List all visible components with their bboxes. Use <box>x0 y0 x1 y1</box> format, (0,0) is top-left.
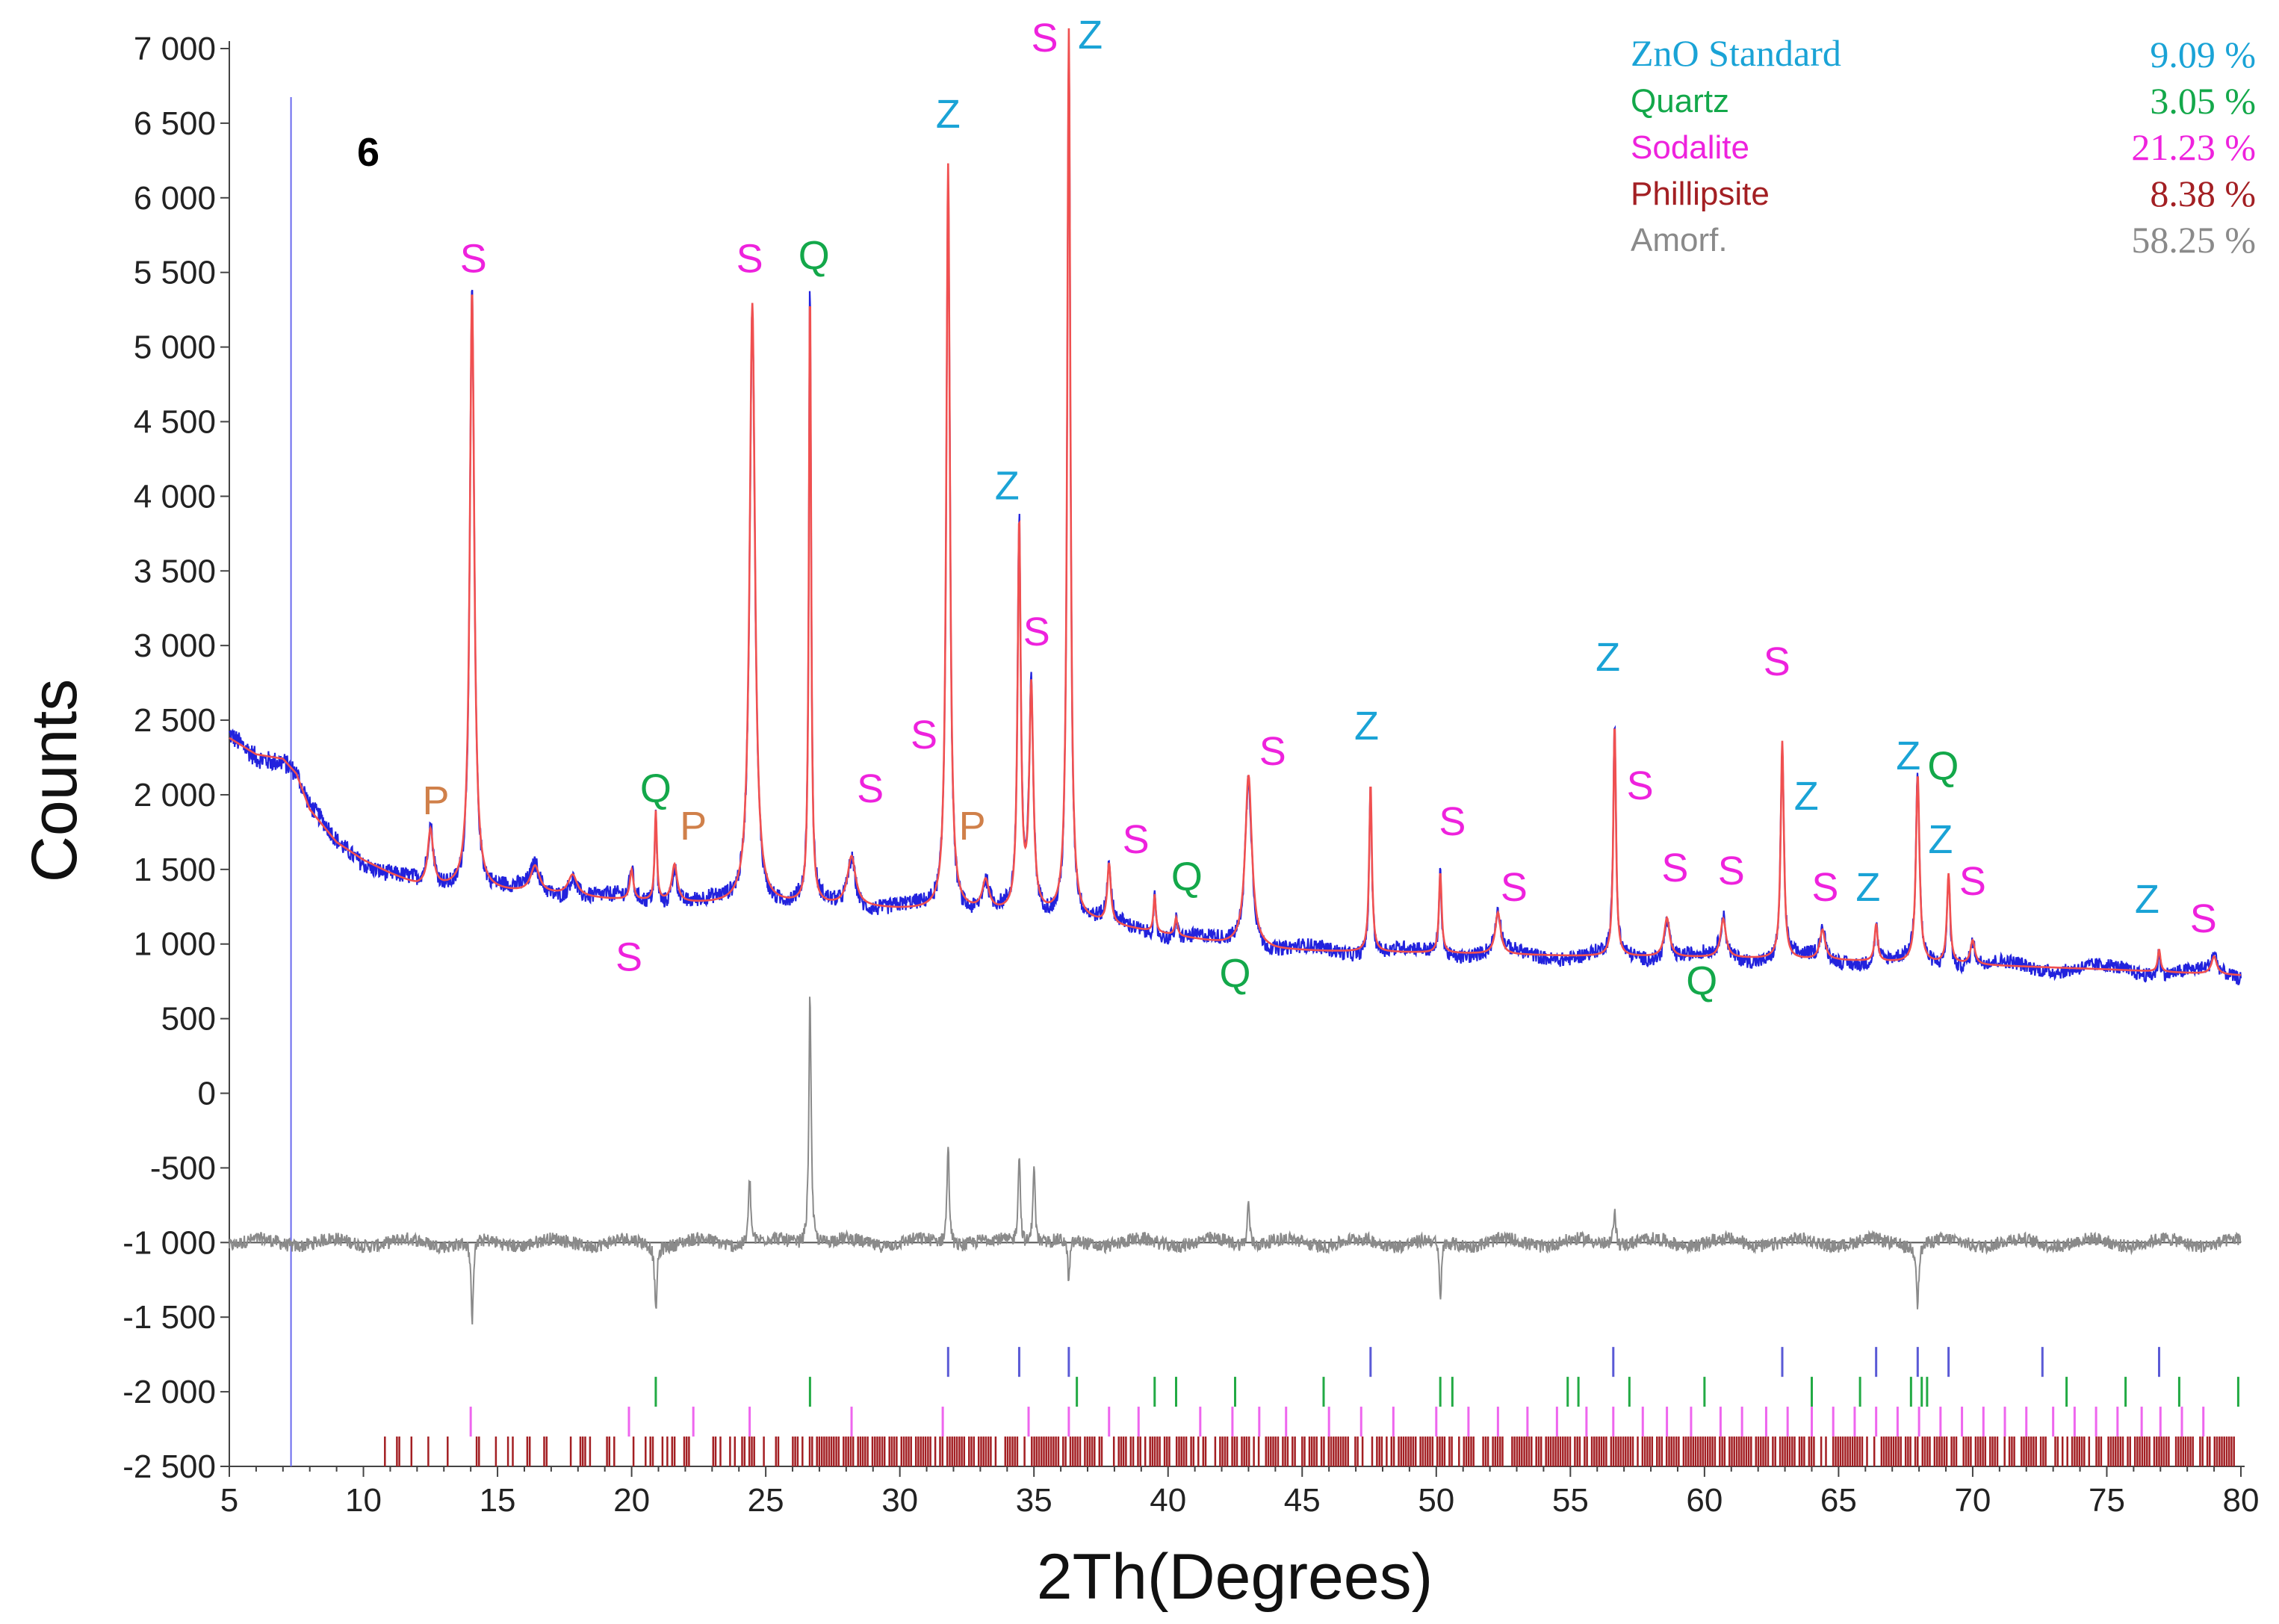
y-tick-label: 2 500 <box>134 702 216 739</box>
y-tick-label: 6 000 <box>134 180 216 217</box>
y-tick-label: 500 <box>161 1001 216 1038</box>
x-tick-label: 10 <box>345 1482 382 1519</box>
y-tick-label: -1 000 <box>123 1224 216 1261</box>
peak-label-p: P <box>959 804 986 849</box>
x-tick-label: 45 <box>1284 1482 1321 1519</box>
y-tick-label: 4 500 <box>134 403 216 440</box>
y-tick-label: 6 500 <box>134 105 216 142</box>
peak-label-z: Z <box>936 92 961 137</box>
y-tick-label: 1 500 <box>134 852 216 888</box>
legend-name: Quartz <box>1631 83 1729 120</box>
x-tick-label: 50 <box>1418 1482 1454 1519</box>
phase-reflection-ticks <box>384 1347 2239 1466</box>
y-tick-label: 0 <box>198 1076 216 1112</box>
x-tick-label: 5 <box>220 1482 238 1519</box>
y-tick-label: 7 000 <box>134 31 216 67</box>
peak-label-s: S <box>1259 729 1286 774</box>
observed-curve <box>229 46 2242 985</box>
peak-label-z: Z <box>1928 817 1953 862</box>
y-axis-title: Counts <box>19 679 90 883</box>
x-tick-label: 60 <box>1686 1482 1723 1519</box>
peak-label-q: Q <box>640 766 672 811</box>
legend-value: 8.38 % <box>2150 173 2256 214</box>
peak-label-z: Z <box>1596 635 1620 680</box>
peak-label-p: P <box>422 778 449 823</box>
legend-name: Phillipsite <box>1631 176 1770 212</box>
x-axis-title: 2Th(Degrees) <box>1037 1541 1433 1613</box>
peak-label-s: S <box>1661 846 1688 890</box>
peak-label-z: Z <box>2135 877 2159 922</box>
peak-label-s: S <box>1718 849 1745 893</box>
peak-label-q: Q <box>799 234 830 279</box>
peak-label-q: Q <box>1171 855 1203 899</box>
y-tick-label: 3 000 <box>134 627 216 664</box>
peak-label-z: Z <box>995 463 1020 508</box>
x-tick-label: 80 <box>2223 1482 2260 1519</box>
x-tick-label: 75 <box>2089 1482 2125 1519</box>
peak-label-q: Q <box>1219 952 1250 997</box>
legend-value: 58.25 % <box>2131 219 2256 261</box>
y-tick-label: 5 000 <box>134 329 216 366</box>
y-tick-label: -2 500 <box>123 1448 216 1485</box>
peak-label-z: Z <box>1354 704 1379 749</box>
peak-label-z: Z <box>1855 865 1880 910</box>
panel-label: 6 <box>357 130 379 175</box>
peak-label-s: S <box>2190 896 2217 941</box>
peak-label-q: Q <box>1927 744 1959 789</box>
x-axis: 5 10 15 20 25 30 35 40 45 50 55 60 65 70 75 80 <box>220 1466 2260 1519</box>
peak-label-p: P <box>680 804 707 849</box>
peak-label-z: Z <box>1896 734 1920 778</box>
peak-label-s: S <box>1959 859 1986 904</box>
peak-label-s: S <box>1501 865 1528 910</box>
y-axis: 7 000 6 500 6 000 5 500 5 000 4 500 4 000 3 500… <box>123 31 230 1485</box>
x-tick-label: 25 <box>748 1482 784 1519</box>
peak-label-s: S <box>1023 610 1050 654</box>
legend-name: Sodalite <box>1631 129 1749 166</box>
y-tick-label: 2 000 <box>134 777 216 813</box>
legend-value: 3.05 % <box>2150 80 2256 122</box>
peak-label-s: S <box>1032 16 1058 61</box>
peak-label-s: S <box>1439 799 1466 844</box>
x-tick-label: 70 <box>1954 1482 1991 1519</box>
y-tick-label: 4 000 <box>134 478 216 515</box>
x-tick-label: 15 <box>480 1482 516 1519</box>
peak-label-q: Q <box>1686 959 1717 1004</box>
legend: ZnO Standard 9.09 % Quartz 3.05 % Sodalite 21… <box>1631 32 2256 261</box>
peak-label-s: S <box>857 766 884 811</box>
peak-label-s: S <box>1627 763 1654 808</box>
legend-value: 9.09 % <box>2150 34 2256 75</box>
peak-label-s: S <box>616 935 642 980</box>
x-tick-label: 65 <box>1820 1482 1857 1519</box>
legend-name: Amorf. <box>1631 222 1728 258</box>
y-tick-label: -1 500 <box>123 1299 216 1336</box>
x-tick-label: 40 <box>1150 1482 1186 1519</box>
calculated-curve <box>229 28 2242 976</box>
y-tick-label: 3 500 <box>134 553 216 589</box>
legend-value: 21.23 % <box>2131 126 2256 168</box>
peak-label-s: S <box>1123 817 1150 862</box>
peak-label-s: S <box>911 713 937 757</box>
difference-curve <box>229 997 2242 1325</box>
x-tick-label: 35 <box>1016 1482 1052 1519</box>
y-tick-label: -2 000 <box>123 1374 216 1410</box>
peak-label-s: S <box>460 237 487 282</box>
peak-label-s: S <box>1764 639 1790 684</box>
peak-label-s: S <box>1811 865 1838 910</box>
peak-label-s: S <box>737 237 763 282</box>
peak-label-z: Z <box>1078 13 1103 58</box>
x-tick-label: 20 <box>613 1482 650 1519</box>
y-tick-label: 1 000 <box>134 926 216 963</box>
plot-area <box>229 28 2242 1466</box>
y-tick-label: 5 500 <box>134 255 216 291</box>
x-tick-label: 55 <box>1552 1482 1589 1519</box>
legend-name: ZnO Standard <box>1631 32 1841 74</box>
x-tick-label: 30 <box>881 1482 918 1519</box>
peak-label-z: Z <box>1794 774 1819 819</box>
y-tick-label: -500 <box>150 1150 216 1186</box>
